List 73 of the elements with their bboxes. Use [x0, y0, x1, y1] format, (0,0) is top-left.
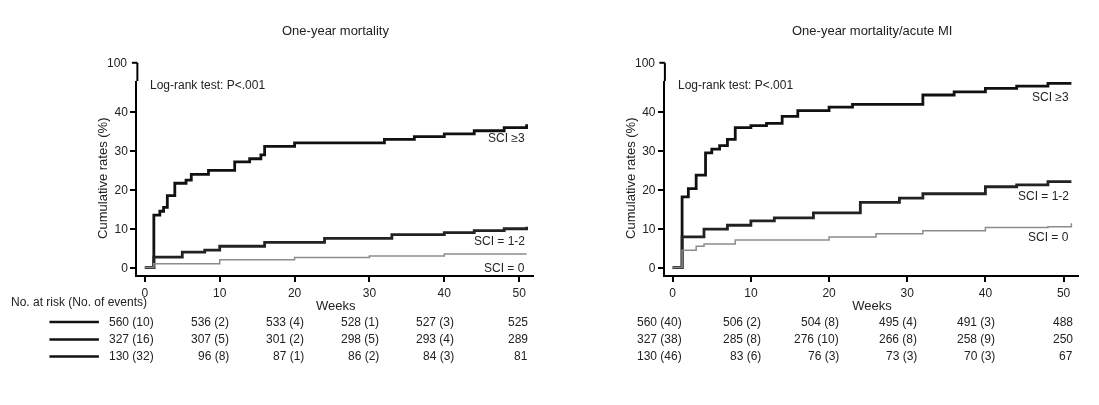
- text: 528 (1): [341, 315, 380, 329]
- x-tick-label: 50: [1056, 285, 1071, 300]
- y-tick-label: 20: [114, 183, 129, 198]
- text: 81: [514, 349, 528, 363]
- text: 276 (10): [794, 332, 839, 346]
- x-tick-label: 30: [900, 285, 915, 300]
- y-tick-label: 10: [114, 221, 129, 236]
- text: 504 (8): [801, 315, 840, 329]
- y-tick-label: 40: [114, 105, 129, 120]
- annotation: Log-rank test: P<.001: [678, 78, 794, 92]
- text: 289: [508, 332, 529, 346]
- y-tick-label: 20: [642, 183, 656, 198]
- x-tick-label: 0: [669, 285, 677, 300]
- y-tick-label: 30: [114, 144, 129, 159]
- text: 83 (6): [730, 349, 762, 363]
- text: 560 (10): [109, 315, 154, 329]
- text: 327 (16): [109, 332, 154, 346]
- y-tick-label: 0: [648, 260, 656, 275]
- x-tick-label: 20: [822, 285, 837, 300]
- text: 536 (2): [191, 315, 230, 329]
- text: 307 (5): [191, 332, 230, 346]
- chart-title: One-year mortality: [282, 23, 390, 38]
- y-tick-label: 0: [121, 260, 129, 275]
- series-label: SCI ≥3: [1032, 90, 1069, 104]
- text: 301 (2): [266, 332, 305, 346]
- text: 87 (1): [273, 349, 305, 363]
- series-label: SCI ≥3: [488, 131, 525, 145]
- series-label: SCI = 0: [1028, 230, 1069, 244]
- text: 533 (4): [266, 315, 305, 329]
- text: 298 (5): [341, 332, 380, 346]
- chart-title: One-year mortality/acute MI: [792, 23, 953, 38]
- text: 67: [1059, 349, 1073, 363]
- series-label: SCI = 0: [484, 261, 525, 275]
- x-tick-label: 30: [362, 285, 377, 300]
- text: 130 (46): [637, 349, 682, 363]
- text: 130 (32): [109, 349, 154, 363]
- text: 76 (3): [808, 349, 840, 363]
- text: 495 (4): [879, 315, 918, 329]
- text: 100: [107, 56, 128, 70]
- x-tick-label: 20: [287, 285, 302, 300]
- text: 506 (2): [723, 315, 762, 329]
- series-label: SCI = 1-2: [474, 234, 526, 248]
- text: 525: [508, 315, 529, 329]
- y-axis-title: Cumulative rates (%): [622, 117, 638, 239]
- text: 285 (8): [723, 332, 762, 346]
- text: 491 (3): [957, 315, 996, 329]
- text: 266 (8): [879, 332, 918, 346]
- text: 84 (3): [423, 349, 455, 363]
- x-tick-label: 50: [512, 285, 527, 300]
- x-tick-label: 10: [744, 285, 758, 300]
- series-label: SCI = 1-2: [1018, 189, 1070, 203]
- y-tick-label: 30: [642, 144, 656, 159]
- text: 73 (3): [886, 349, 918, 363]
- y-tick-label: 10: [642, 221, 656, 236]
- x-tick-label: 10: [213, 285, 227, 300]
- annotation: Log-rank test: P<.001: [150, 78, 266, 92]
- x-axis-title: Weeks: [852, 297, 893, 313]
- x-tick-label: 40: [437, 285, 452, 300]
- x-axis-title: Weeks: [315, 297, 356, 313]
- text: 488: [1053, 315, 1074, 329]
- text: 327 (38): [637, 332, 682, 346]
- text: 86 (2): [348, 349, 380, 363]
- text: 250: [1053, 332, 1074, 346]
- text: 100: [635, 56, 656, 70]
- text: 293 (4): [416, 332, 455, 346]
- x-tick-label: 40: [978, 285, 993, 300]
- y-tick-label: 40: [642, 105, 656, 120]
- y-axis-title: Cumulative rates (%): [95, 117, 111, 239]
- text: 527 (3): [416, 315, 455, 329]
- text: 258 (9): [957, 332, 996, 346]
- text: 560 (40): [637, 315, 682, 329]
- text: 96 (8): [198, 349, 230, 363]
- text: 70 (3): [964, 349, 996, 363]
